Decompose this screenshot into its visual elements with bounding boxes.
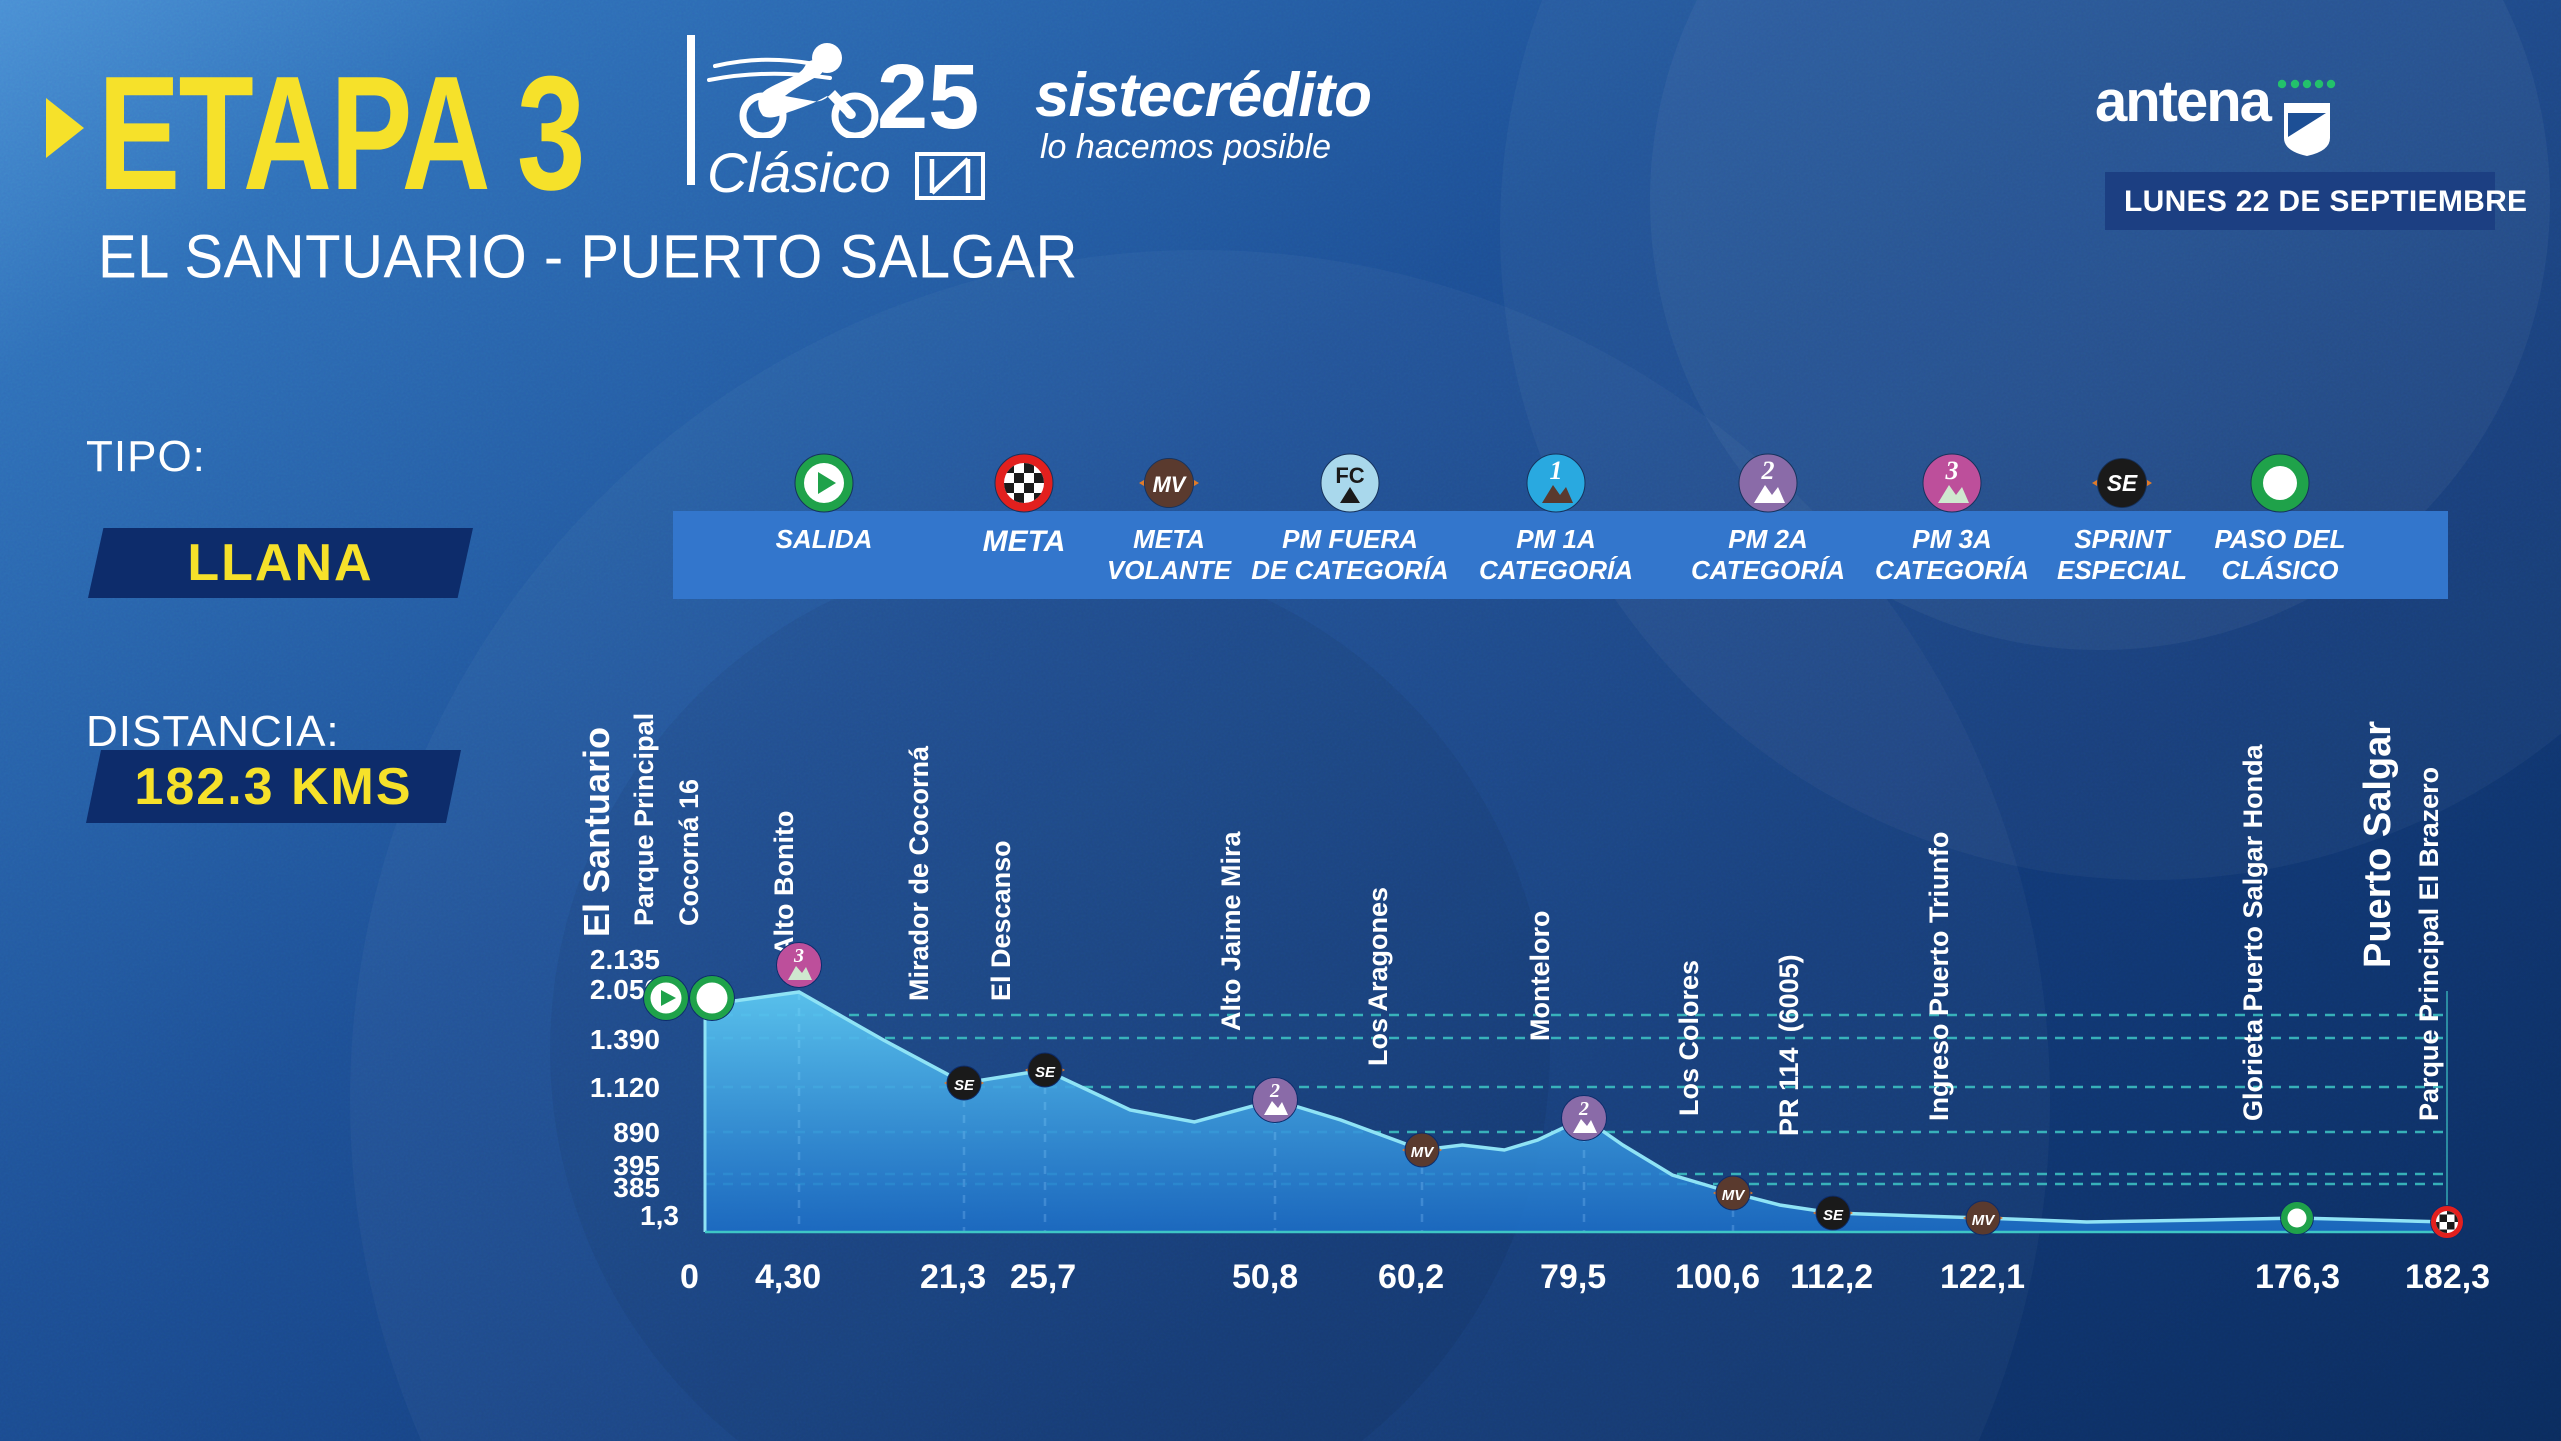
svg-text:SE: SE: [954, 1077, 975, 1094]
svg-text:MV: MV: [1411, 1144, 1435, 1161]
svg-text:SE: SE: [1035, 1064, 1056, 1081]
svg-text:3: 3: [793, 945, 804, 967]
svg-text:2: 2: [1269, 1080, 1280, 1102]
svg-text:SE: SE: [1823, 1207, 1844, 1224]
svg-text:MV: MV: [1722, 1187, 1746, 1204]
svg-text:MV: MV: [1972, 1212, 1996, 1229]
svg-text:2: 2: [1578, 1098, 1589, 1120]
